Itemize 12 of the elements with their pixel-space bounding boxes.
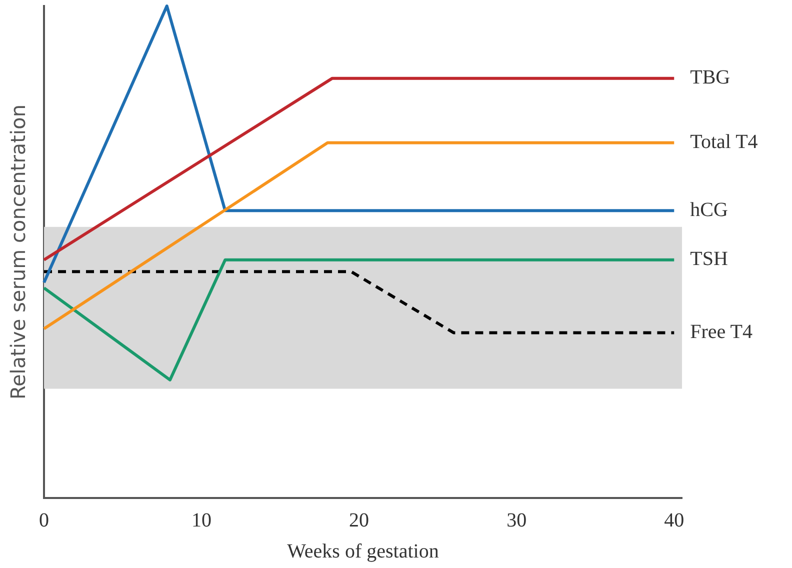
series-label: Total T4 — [690, 131, 758, 154]
series-label: hCG — [690, 198, 728, 221]
y-axis-title: Relative serum concentration — [6, 104, 30, 400]
series-label: Free T4 — [690, 320, 753, 343]
x-tick-label: 40 — [664, 509, 684, 532]
series-label: TSH — [690, 248, 728, 270]
x-tick-label: 10 — [192, 509, 212, 532]
x-tick-label: 0 — [39, 509, 49, 532]
series-label: TBG — [690, 66, 730, 89]
x-axis-title: Weeks of gestation — [287, 540, 439, 562]
x-tick-label: 20 — [349, 509, 370, 532]
x-tick-label: 30 — [506, 509, 527, 532]
